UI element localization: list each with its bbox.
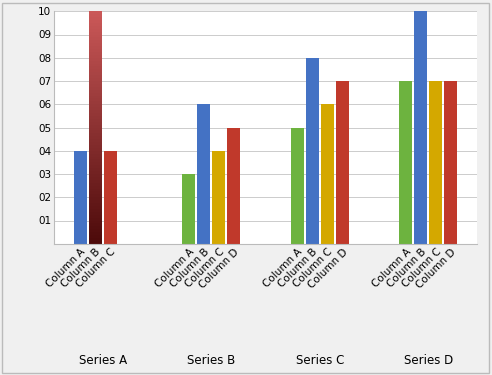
Bar bbox=[89, 148, 102, 151]
Bar bbox=[89, 38, 102, 40]
Bar bbox=[89, 75, 102, 78]
Bar bbox=[89, 226, 102, 229]
Bar bbox=[291, 128, 304, 244]
Bar bbox=[89, 128, 102, 130]
Bar bbox=[89, 186, 102, 189]
Bar bbox=[89, 84, 102, 87]
Text: Series B: Series B bbox=[187, 354, 236, 368]
Bar bbox=[89, 113, 102, 116]
Bar bbox=[89, 11, 102, 14]
Bar bbox=[89, 66, 102, 69]
Bar bbox=[306, 58, 319, 244]
Bar bbox=[89, 87, 102, 90]
Bar bbox=[89, 55, 102, 58]
Bar bbox=[104, 151, 117, 244]
Bar bbox=[89, 177, 102, 180]
Text: Series D: Series D bbox=[404, 354, 453, 368]
Bar bbox=[89, 180, 102, 183]
Bar bbox=[89, 235, 102, 238]
Bar bbox=[89, 34, 102, 38]
Bar bbox=[89, 200, 102, 203]
Bar bbox=[89, 101, 102, 104]
Bar bbox=[89, 107, 102, 110]
Bar bbox=[89, 134, 102, 136]
Bar bbox=[89, 96, 102, 99]
Bar bbox=[89, 165, 102, 168]
Bar bbox=[89, 119, 102, 122]
Bar bbox=[89, 220, 102, 224]
Bar bbox=[89, 174, 102, 177]
Bar bbox=[89, 151, 102, 154]
Bar bbox=[89, 69, 102, 72]
Bar bbox=[89, 159, 102, 162]
Bar bbox=[89, 189, 102, 191]
Bar bbox=[89, 191, 102, 194]
Bar bbox=[89, 142, 102, 145]
Bar bbox=[89, 214, 102, 217]
Bar bbox=[89, 58, 102, 61]
Bar bbox=[89, 238, 102, 241]
Bar bbox=[89, 136, 102, 139]
Bar bbox=[197, 104, 211, 244]
Bar bbox=[89, 90, 102, 93]
Bar bbox=[89, 104, 102, 107]
Bar bbox=[89, 93, 102, 96]
Bar bbox=[430, 81, 442, 244]
Bar bbox=[89, 171, 102, 174]
Bar bbox=[400, 81, 412, 244]
Bar bbox=[89, 72, 102, 75]
Bar bbox=[89, 26, 102, 29]
Bar bbox=[89, 139, 102, 142]
Bar bbox=[89, 154, 102, 157]
Bar bbox=[336, 81, 349, 244]
Bar bbox=[89, 81, 102, 84]
Bar bbox=[89, 116, 102, 119]
Bar bbox=[89, 212, 102, 214]
Bar bbox=[89, 203, 102, 206]
Bar bbox=[183, 174, 195, 244]
Bar bbox=[414, 11, 428, 244]
Bar bbox=[89, 224, 102, 226]
Bar bbox=[89, 49, 102, 52]
Text: Series C: Series C bbox=[296, 354, 344, 368]
Bar bbox=[89, 183, 102, 186]
Bar bbox=[89, 63, 102, 66]
Bar bbox=[74, 151, 87, 244]
Bar bbox=[89, 209, 102, 212]
Bar bbox=[89, 241, 102, 244]
Bar bbox=[89, 61, 102, 63]
Bar bbox=[89, 17, 102, 20]
Bar bbox=[89, 23, 102, 26]
Bar bbox=[89, 194, 102, 197]
Bar bbox=[89, 110, 102, 113]
Bar bbox=[321, 104, 334, 244]
Bar bbox=[89, 124, 102, 128]
Bar bbox=[89, 197, 102, 200]
Bar bbox=[89, 206, 102, 209]
Bar bbox=[89, 157, 102, 159]
Bar bbox=[89, 46, 102, 49]
Bar bbox=[213, 151, 225, 244]
Bar bbox=[89, 229, 102, 232]
Bar bbox=[89, 168, 102, 171]
Bar bbox=[89, 78, 102, 81]
Bar bbox=[89, 43, 102, 46]
Bar bbox=[89, 20, 102, 23]
Bar bbox=[89, 122, 102, 124]
Bar bbox=[89, 162, 102, 165]
Bar bbox=[89, 14, 102, 17]
Bar bbox=[89, 130, 102, 134]
Text: Series A: Series A bbox=[79, 354, 127, 368]
Bar bbox=[89, 32, 102, 34]
Bar bbox=[89, 52, 102, 55]
Bar bbox=[89, 232, 102, 235]
Bar bbox=[444, 81, 458, 244]
Bar bbox=[227, 128, 241, 244]
Bar bbox=[89, 29, 102, 32]
Bar bbox=[89, 217, 102, 220]
Bar bbox=[89, 99, 102, 101]
Bar bbox=[89, 40, 102, 43]
Bar bbox=[89, 145, 102, 148]
